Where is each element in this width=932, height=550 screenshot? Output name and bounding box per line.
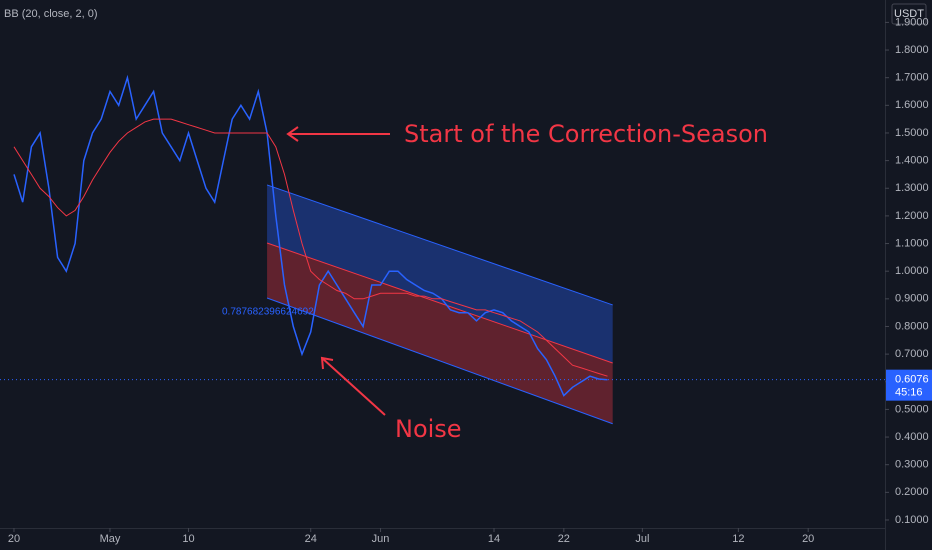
plot (0, 74, 885, 425)
y-tick-label: 0.5000 (895, 403, 929, 415)
x-tick-label: Jun (372, 533, 390, 545)
x-tick-label: May (100, 533, 121, 545)
channel-line (266, 297, 613, 425)
y-tick-label: 1.1000 (895, 237, 929, 249)
currency-box[interactable] (891, 3, 927, 25)
x-tick-label: 14 (488, 533, 500, 545)
annotation: Noise (395, 415, 462, 443)
channel-label: 0.787682396624692 (222, 307, 314, 318)
y-tick-label: 0.2000 (895, 486, 929, 498)
x-tick-label: 12 (732, 533, 744, 545)
y-tick-label: 0.4000 (895, 431, 929, 443)
x-tick-label: 22 (558, 533, 570, 545)
y-tick-label: 1.7000 (895, 72, 929, 84)
y-tick-label: 0.9000 (895, 293, 929, 305)
x-tick-label: 20 (802, 533, 814, 545)
y-tick-label: 1.0000 (895, 265, 929, 277)
x-tick-label: 20 (8, 533, 20, 545)
y-tick-label: 0.1000 (895, 514, 929, 526)
y-tick-label: 0.7000 (895, 348, 929, 360)
price-box (886, 369, 932, 401)
y-tick-label: 1.4000 (895, 155, 929, 167)
x-tick-label: 10 (182, 533, 194, 545)
channel-upper (267, 184, 613, 363)
series-line (13, 74, 608, 397)
y-tick-label: 1.3000 (895, 182, 929, 194)
indicator-label: BB (20, close, 2, 0) (4, 8, 98, 20)
y-tick-label: 1.5000 (895, 127, 929, 139)
channel-lower (267, 242, 613, 424)
y-tick-label: 1.9000 (895, 16, 929, 28)
x-tick-label: 24 (305, 533, 317, 545)
x-tick-label: Jul (635, 533, 649, 545)
arrow (286, 126, 390, 416)
channel-line (266, 242, 613, 364)
price-label: 0.6076 (895, 374, 929, 386)
series-line (13, 118, 608, 377)
channel-line (266, 184, 613, 306)
countdown: 45:16 (895, 387, 923, 399)
y-tick-label: 0.8000 (895, 320, 929, 332)
y-tick-label: 1.8000 (895, 44, 929, 56)
annotation: Start of the Correction-Season (404, 120, 768, 148)
currency: USDT (894, 8, 924, 20)
y-tick-label: 1.2000 (895, 210, 929, 222)
y-tick-label: 1.6000 (895, 99, 929, 111)
y-tick-label: 0.3000 (895, 459, 929, 471)
